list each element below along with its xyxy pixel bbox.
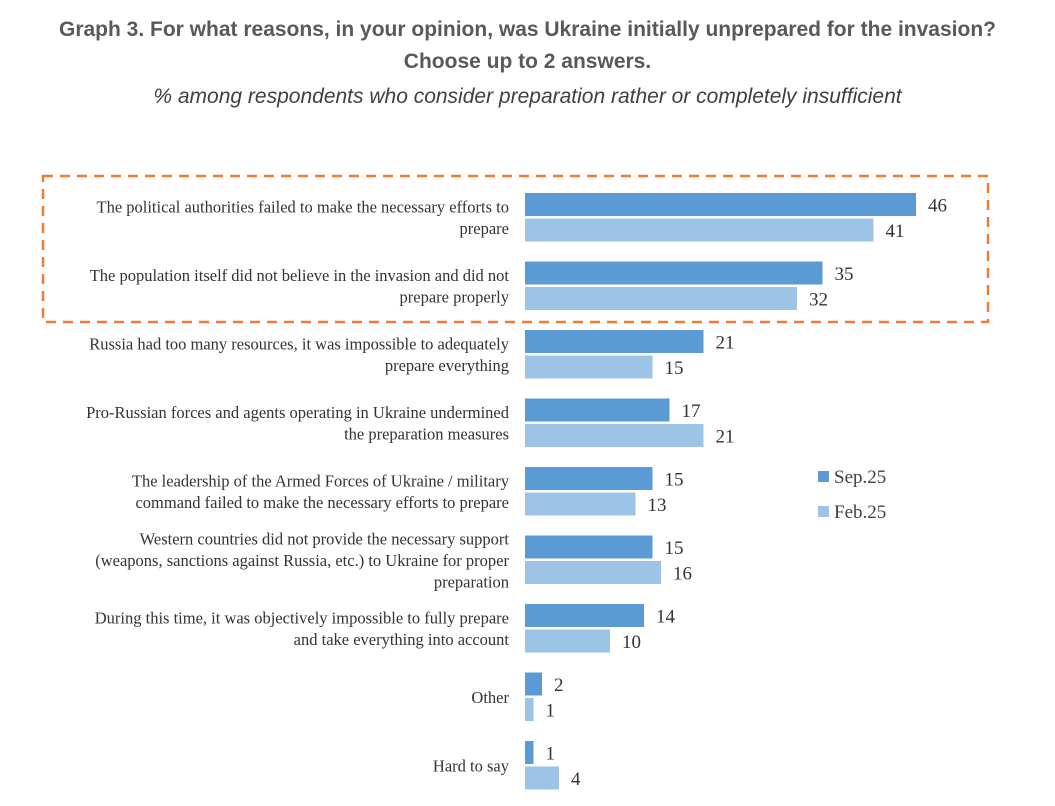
category-label: and take everything into account bbox=[294, 630, 510, 649]
chart-subtitle: % among respondents who consider prepara… bbox=[153, 85, 902, 108]
legend-swatch bbox=[818, 471, 829, 482]
bar-feb-25 bbox=[525, 698, 534, 721]
data-label: 10 bbox=[622, 632, 641, 653]
category-label: The leadership of the Armed Forces of Uk… bbox=[132, 472, 510, 491]
data-label: 16 bbox=[673, 564, 692, 585]
data-label: 46 bbox=[928, 196, 947, 217]
chart-title-line-1: Graph 3. For what reasons, in your opini… bbox=[58, 18, 996, 41]
data-label: 21 bbox=[716, 427, 735, 448]
category-label: Western countries did not provide the ne… bbox=[140, 529, 510, 548]
bar-sep-25 bbox=[525, 741, 534, 764]
bar-feb-25 bbox=[525, 218, 874, 242]
category-label: Other bbox=[471, 688, 509, 707]
legend-label: Feb.25 bbox=[834, 502, 886, 523]
data-label: 15 bbox=[665, 470, 684, 491]
bar-sep-25 bbox=[525, 604, 644, 627]
chart-title-line-2: Choose up to 2 answers. bbox=[403, 50, 652, 73]
category-label: preparation bbox=[434, 572, 509, 591]
data-label: 35 bbox=[835, 264, 854, 285]
data-label: 15 bbox=[665, 358, 684, 379]
data-label: 32 bbox=[809, 290, 828, 311]
category-label: (weapons, sanctions against Russia, etc.… bbox=[95, 551, 509, 570]
highlight-box bbox=[41, 174, 990, 324]
data-label: 1 bbox=[546, 744, 556, 765]
data-label: 21 bbox=[716, 333, 735, 354]
category-label: During this time, it was objectively imp… bbox=[95, 609, 509, 628]
data-label: 4 bbox=[571, 769, 581, 790]
bar-sep-25 bbox=[525, 398, 670, 422]
chart-title: Graph 3. For what reasons, in your opini… bbox=[0, 14, 1055, 78]
category-label: prepare everything bbox=[385, 356, 509, 375]
category-label: Hard to say bbox=[433, 756, 510, 775]
bar-feb-25 bbox=[525, 424, 704, 447]
bar-feb-25 bbox=[525, 561, 661, 584]
category-label: Pro-Russian forces and agents operating … bbox=[86, 403, 510, 422]
data-label: 15 bbox=[665, 538, 684, 559]
category-label: The political authorities failed to make… bbox=[96, 198, 509, 217]
bar-sep-25 bbox=[525, 261, 823, 285]
legend-swatch bbox=[818, 506, 829, 517]
category-label: Russia had too many resources, it was im… bbox=[89, 335, 510, 354]
bar-sep-25 bbox=[525, 672, 542, 696]
data-label: 41 bbox=[886, 221, 905, 242]
bar-sep-25 bbox=[525, 467, 653, 490]
bar-feb-25 bbox=[525, 492, 636, 516]
data-label: 17 bbox=[682, 401, 701, 422]
bar-sep-25 bbox=[525, 193, 916, 216]
category-label: The population itself did not believe in… bbox=[90, 266, 510, 285]
category-label: prepare bbox=[460, 219, 509, 238]
bar-feb-25 bbox=[525, 766, 559, 790]
category-label: command failed to make the necessary eff… bbox=[135, 493, 509, 512]
data-label: 13 bbox=[648, 495, 667, 516]
data-label: 1 bbox=[546, 701, 556, 722]
data-label: 14 bbox=[656, 607, 676, 628]
legend-label: Sep.25 bbox=[834, 467, 886, 488]
category-label: prepare properly bbox=[400, 288, 510, 307]
bar-feb-25 bbox=[525, 355, 653, 379]
bar-sep-25 bbox=[525, 330, 704, 353]
data-label: 2 bbox=[554, 675, 564, 696]
bar-feb-25 bbox=[525, 629, 610, 653]
bar-feb-25 bbox=[525, 287, 797, 310]
bar-sep-25 bbox=[525, 535, 653, 559]
chart-header: Graph 3. For what reasons, in your opini… bbox=[0, 0, 1055, 109]
category-label: the preparation measures bbox=[344, 425, 509, 444]
